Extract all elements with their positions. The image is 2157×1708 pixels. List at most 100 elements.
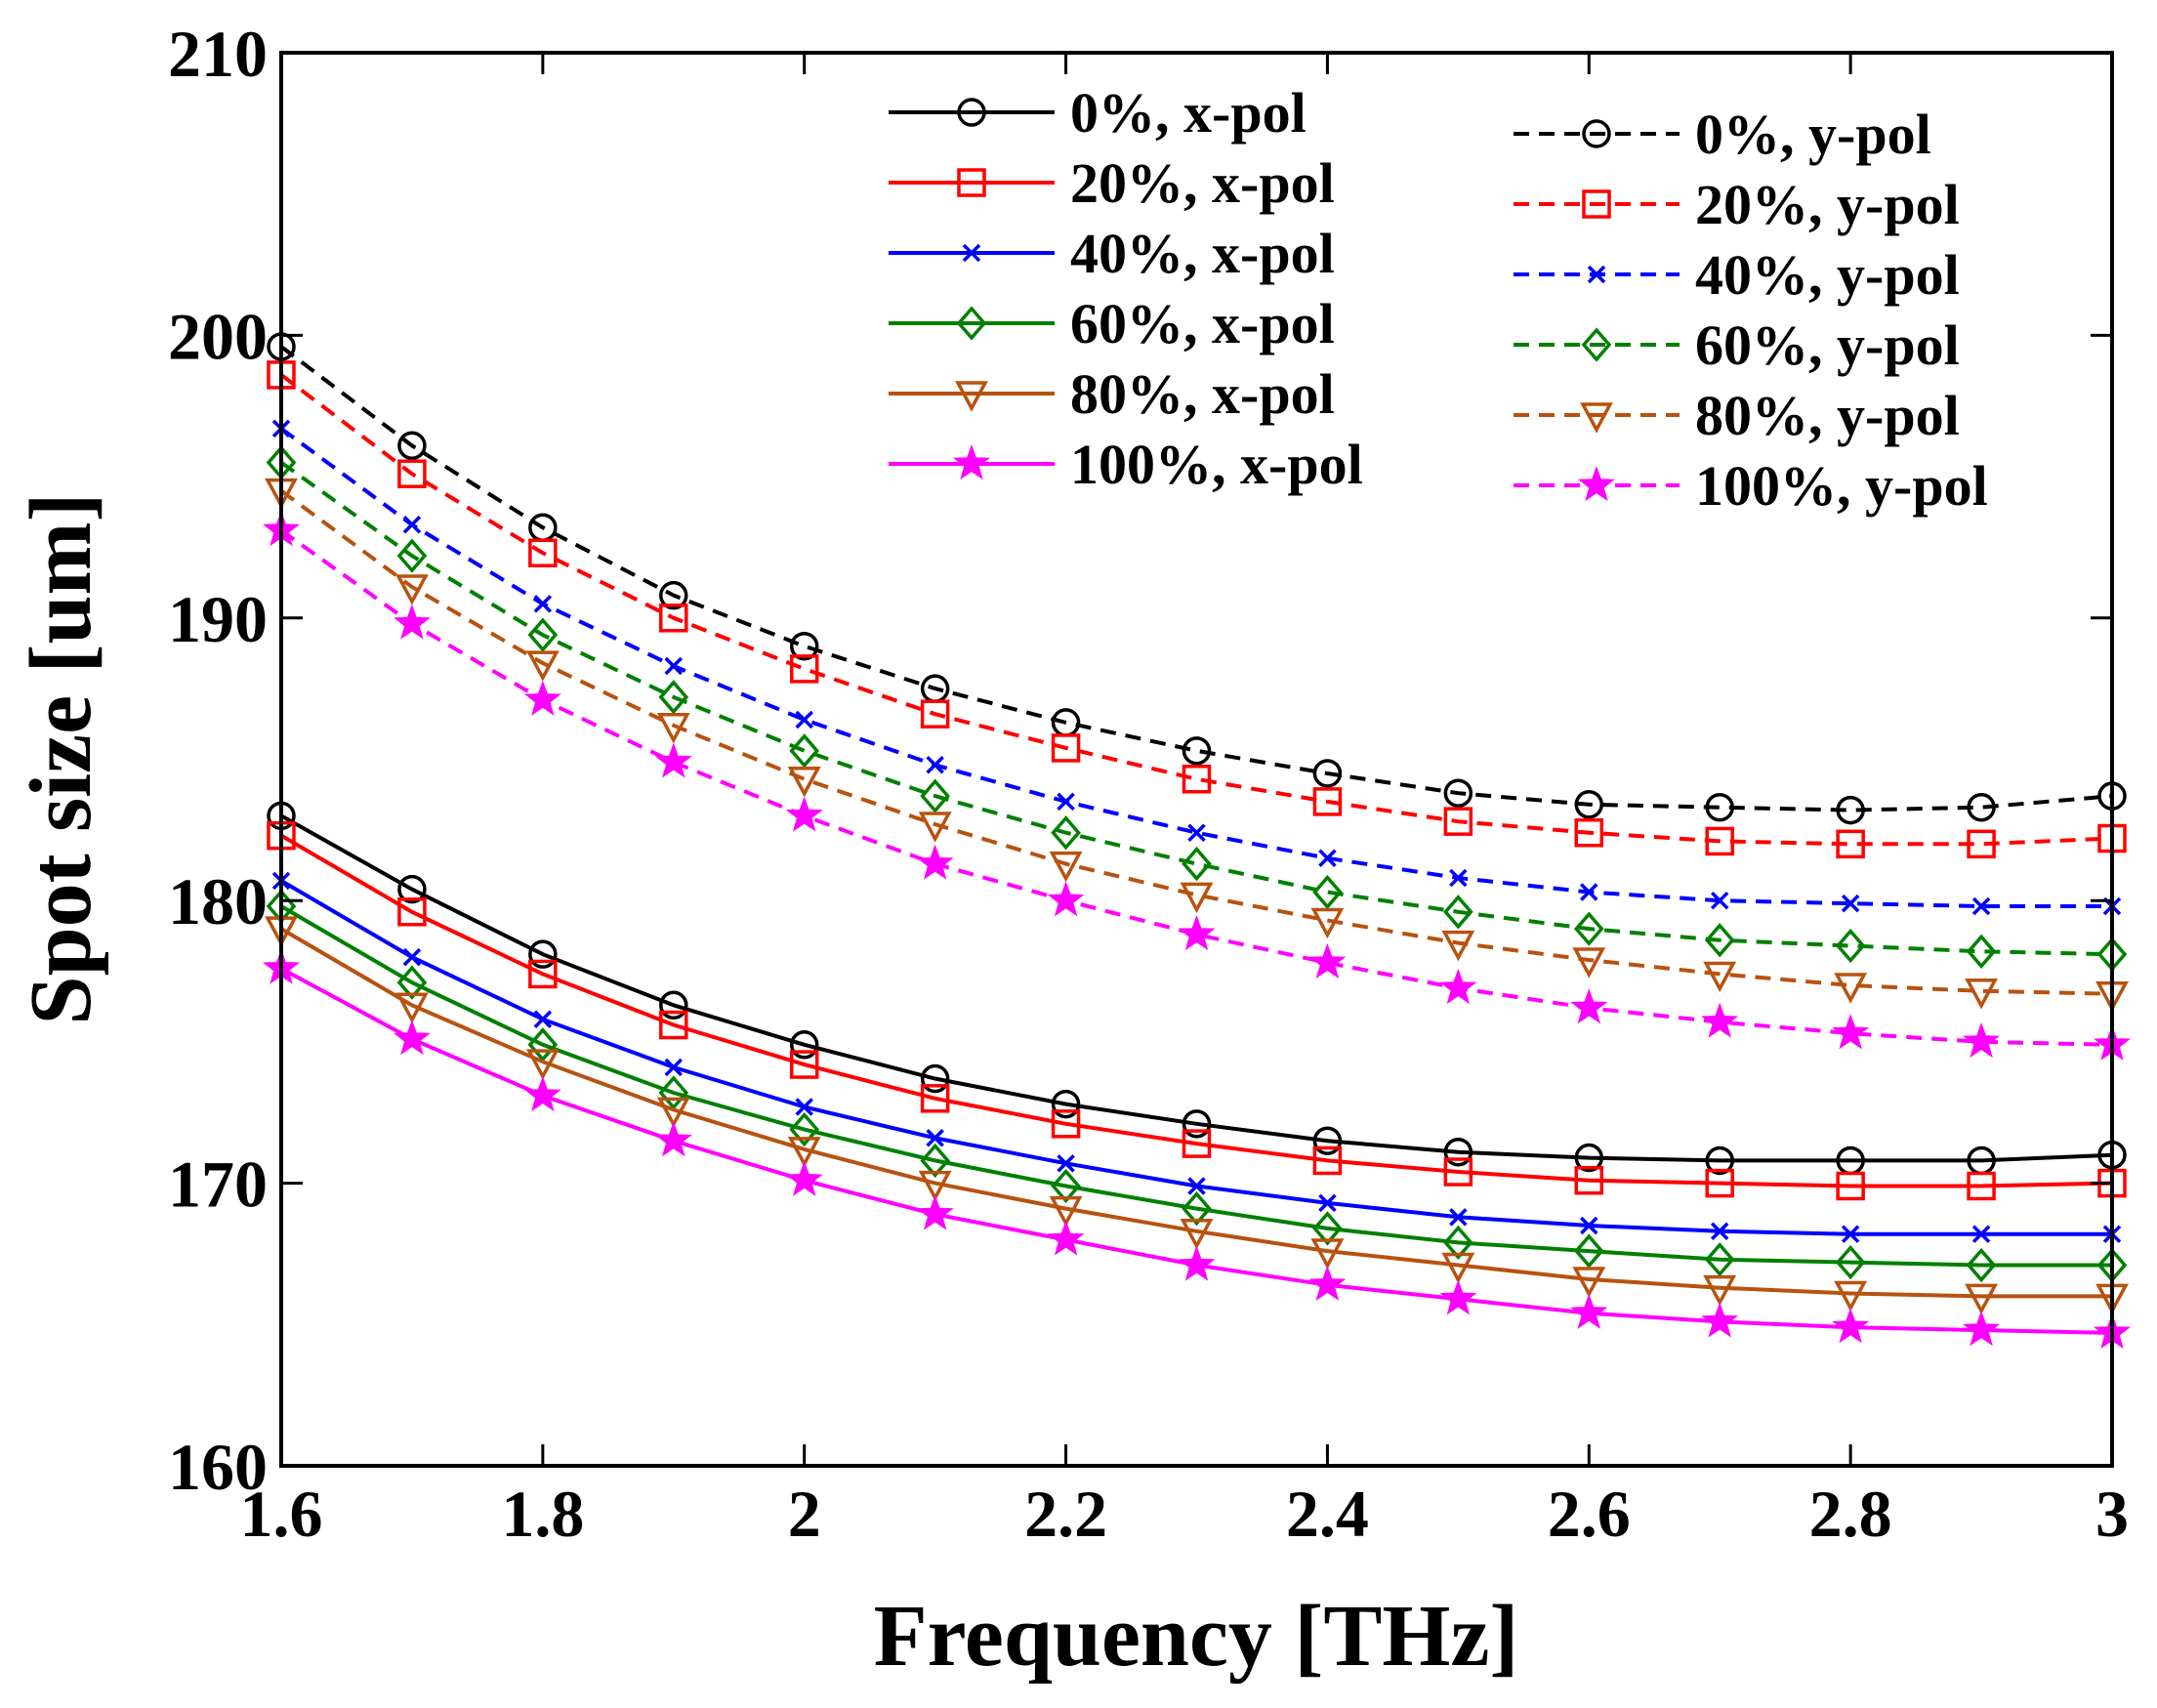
- series-line-0pct-x-pol: [280, 813, 2113, 1163]
- data-point-80pct-y-pol-3: [656, 713, 690, 744]
- data-point-80pct-y-pol-11: [1703, 961, 1737, 993]
- data-point-60pct-x-pol-1: [396, 965, 428, 1000]
- data-point-100pct-y-pol-7: [1178, 914, 1216, 951]
- data-point-0pct-y-pol-4: [789, 631, 819, 661]
- data-point-40pct-x-pol-3: [664, 1058, 684, 1077]
- x-tick-label: 1.8: [501, 1477, 584, 1551]
- data-point-80pct-x-pol-9: [1441, 1252, 1475, 1284]
- data-point-0pct-x-pol-7: [1182, 1109, 1212, 1139]
- data-point-20pct-x-pol-6: [1051, 1109, 1081, 1139]
- data-point-60pct-x-pol-11: [1704, 1242, 1735, 1277]
- legend-marker-20pct-x-pol: [957, 168, 986, 197]
- data-point-60pct-x-pol-3: [658, 1075, 689, 1110]
- data-point-80pct-y-pol-1: [394, 574, 429, 605]
- data-point-100pct-y-pol-11: [1701, 1002, 1739, 1038]
- legend-label-80pct-y-pol: 80%, y-pol: [1695, 384, 1960, 447]
- data-point-80pct-x-pol-6: [1049, 1195, 1083, 1228]
- data-point-80pct-y-pol-5: [918, 812, 952, 843]
- data-point-100pct-x-pol-6: [1047, 1220, 1085, 1256]
- data-point-60pct-y-pol-4: [789, 733, 820, 769]
- data-point-100pct-x-pol-4: [785, 1160, 823, 1196]
- data-point-60pct-x-pol-8: [1312, 1211, 1343, 1246]
- legend-entry-0pct-x-pol: 0%, x-pol: [889, 81, 1307, 145]
- legend-entry-60pct-y-pol: 60%, y-pol: [1514, 313, 1960, 377]
- data-point-100pct-y-pol-3: [654, 742, 692, 778]
- legend-marker-40pct-y-pol: [1587, 265, 1606, 284]
- data-point-60pct-x-pol-13: [1966, 1247, 1997, 1283]
- legend-label-20pct-y-pol: 20%, y-pol: [1695, 173, 1960, 236]
- y-tick-label: 210: [168, 17, 268, 91]
- legend-marker-100pct-y-pol: [1578, 466, 1615, 502]
- data-point-80pct-y-pol-9: [1441, 930, 1475, 962]
- data-point-20pct-y-pol-4: [789, 654, 819, 684]
- legend-label-0pct-y-pol: 0%, y-pol: [1695, 103, 1931, 166]
- data-point-60pct-x-pol-9: [1443, 1225, 1473, 1261]
- data-point-60pct-x-pol-12: [1835, 1244, 1866, 1280]
- x-tick-label: 3: [2095, 1477, 2129, 1551]
- legend-entry-0pct-y-pol: 0%, y-pol: [1514, 103, 1931, 166]
- data-point-20pct-x-pol-10: [1574, 1165, 1604, 1195]
- data-point-20pct-x-pol-8: [1312, 1146, 1343, 1176]
- data-point-20pct-y-pol-12: [1836, 829, 1865, 859]
- data-point-80pct-x-pol-10: [1572, 1267, 1606, 1298]
- legend-entry-60pct-x-pol: 60%, x-pol: [889, 292, 1335, 355]
- legend-label-80pct-x-pol: 80%, x-pol: [1070, 362, 1335, 426]
- data-point-60pct-y-pol-2: [527, 617, 559, 652]
- series-100pct-x-pol: [263, 948, 2131, 1350]
- data-point-60pct-y-pol-10: [1573, 911, 1604, 946]
- data-point-80pct-x-pol-4: [787, 1137, 821, 1168]
- data-point-20pct-y-pol-8: [1312, 787, 1343, 816]
- data-point-80pct-x-pol-1: [394, 992, 429, 1023]
- data-point-100pct-y-pol-9: [1439, 968, 1477, 1005]
- series-line-80pct-x-pol: [279, 927, 2112, 1299]
- data-point-40pct-x-pol-5: [926, 1129, 944, 1147]
- data-point-0pct-x-pol-11: [1705, 1146, 1734, 1176]
- data-point-40pct-x-pol-1: [402, 947, 422, 967]
- data-point-40pct-y-pol-12: [1841, 894, 1860, 913]
- x-tick-label: 2: [788, 1477, 821, 1551]
- x-tick-label: 2.4: [1286, 1477, 1369, 1551]
- data-point-40pct-y-pol-9: [1449, 868, 1468, 888]
- data-point-0pct-x-pol-5: [920, 1063, 950, 1094]
- data-point-60pct-x-pol-5: [920, 1143, 950, 1179]
- legend-marker-60pct-x-pol: [956, 306, 987, 341]
- data-point-80pct-y-pol-7: [1180, 882, 1214, 914]
- data-point-40pct-y-pol-11: [1710, 891, 1729, 910]
- data-point-100pct-y-pol-5: [916, 844, 954, 880]
- series-line-40pct-y-pol: [279, 427, 2112, 908]
- data-point-60pct-x-pol-10: [1573, 1233, 1604, 1269]
- data-point-0pct-x-pol-4: [789, 1030, 819, 1060]
- data-point-0pct-y-pol-10: [1574, 790, 1604, 819]
- data-point-100pct-y-pol-2: [523, 680, 561, 716]
- x-axis-title: Frequency [THz]: [874, 1588, 1519, 1685]
- data-point-40pct-x-pol-8: [1318, 1193, 1337, 1213]
- data-point-100pct-x-pol-1: [394, 1020, 431, 1056]
- data-point-60pct-y-pol-6: [1051, 815, 1081, 851]
- data-point-20pct-y-pol-1: [397, 459, 427, 488]
- data-point-60pct-y-pol-12: [1835, 928, 1866, 964]
- legend-label-40pct-x-pol: 40%, x-pol: [1070, 222, 1335, 285]
- data-point-20pct-y-pol-11: [1705, 826, 1734, 856]
- series-0pct-y-pol: [267, 332, 2127, 825]
- data-point-20pct-x-pol-9: [1443, 1157, 1473, 1187]
- data-point-100pct-y-pol-6: [1047, 881, 1085, 917]
- series-80pct-x-pol: [265, 916, 2129, 1315]
- x-tick-label: 1.6: [240, 1477, 323, 1551]
- data-point-0pct-x-pol-1: [397, 874, 427, 904]
- legend-entry-80pct-y-pol: 80%, y-pol: [1514, 384, 1960, 447]
- data-point-20pct-x-pol-1: [397, 897, 427, 927]
- data-point-0pct-y-pol-1: [397, 431, 427, 461]
- plot-frame: [279, 51, 2114, 1468]
- data-point-100pct-x-pol-5: [916, 1194, 954, 1230]
- y-tick-label: 190: [168, 582, 268, 656]
- data-point-40pct-y-pol-1: [402, 516, 422, 534]
- data-point-40pct-x-pol-12: [1841, 1225, 1860, 1243]
- data-point-100pct-x-pol-3: [654, 1121, 692, 1157]
- data-point-0pct-x-pol-2: [528, 939, 558, 969]
- data-point-100pct-x-pol-8: [1308, 1265, 1347, 1301]
- data-point-40pct-x-pol-6: [1057, 1154, 1075, 1173]
- y-tick-label: 160: [168, 1430, 268, 1504]
- y-tick-label: 180: [168, 864, 268, 938]
